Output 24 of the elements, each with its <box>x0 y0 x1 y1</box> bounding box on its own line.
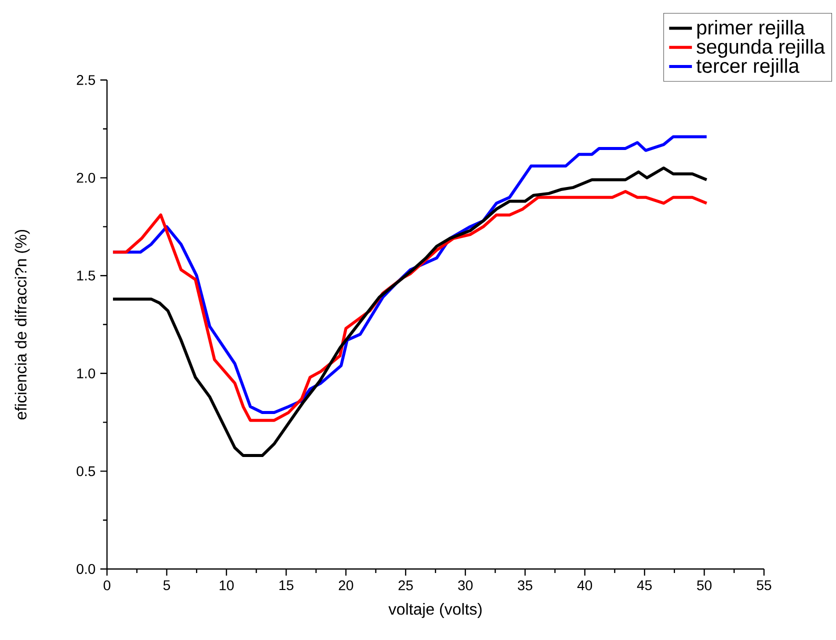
x-tick-label: 15 <box>279 580 294 590</box>
y-tick-label: 0.0 <box>76 564 96 574</box>
x-tick-label: 45 <box>637 580 652 590</box>
legend-label: segunda rejilla <box>696 39 826 58</box>
y-tick-label: 2.5 <box>76 75 96 85</box>
y-axis-title: eficiencia de difracci?n (%) <box>14 230 30 420</box>
x-tick-label: 50 <box>697 580 712 590</box>
x-tick-label: 40 <box>577 580 592 590</box>
x-tick-label: 25 <box>398 580 413 590</box>
x-axis-title: voltaje (volts) <box>388 603 482 618</box>
legend-label: tercer rejilla <box>696 58 800 77</box>
x-tick-label: 35 <box>518 580 532 590</box>
y-tick-label: 0.5 <box>76 466 96 476</box>
y-tick-label: 2.0 <box>76 172 96 183</box>
y-tick-label: 1.0 <box>77 368 96 378</box>
x-tick-label: 0 <box>104 580 110 590</box>
y-tick-label: 1.5 <box>77 270 96 280</box>
x-tick-label: 20 <box>338 580 354 590</box>
x-tick-label: 30 <box>458 580 473 590</box>
legend-label: primer rejilla <box>697 20 805 39</box>
x-tick-label: 10 <box>220 580 234 590</box>
x-tick-label: 55 <box>756 580 772 590</box>
line-series <box>111 166 708 458</box>
x-tick-label: 5 <box>163 580 170 590</box>
